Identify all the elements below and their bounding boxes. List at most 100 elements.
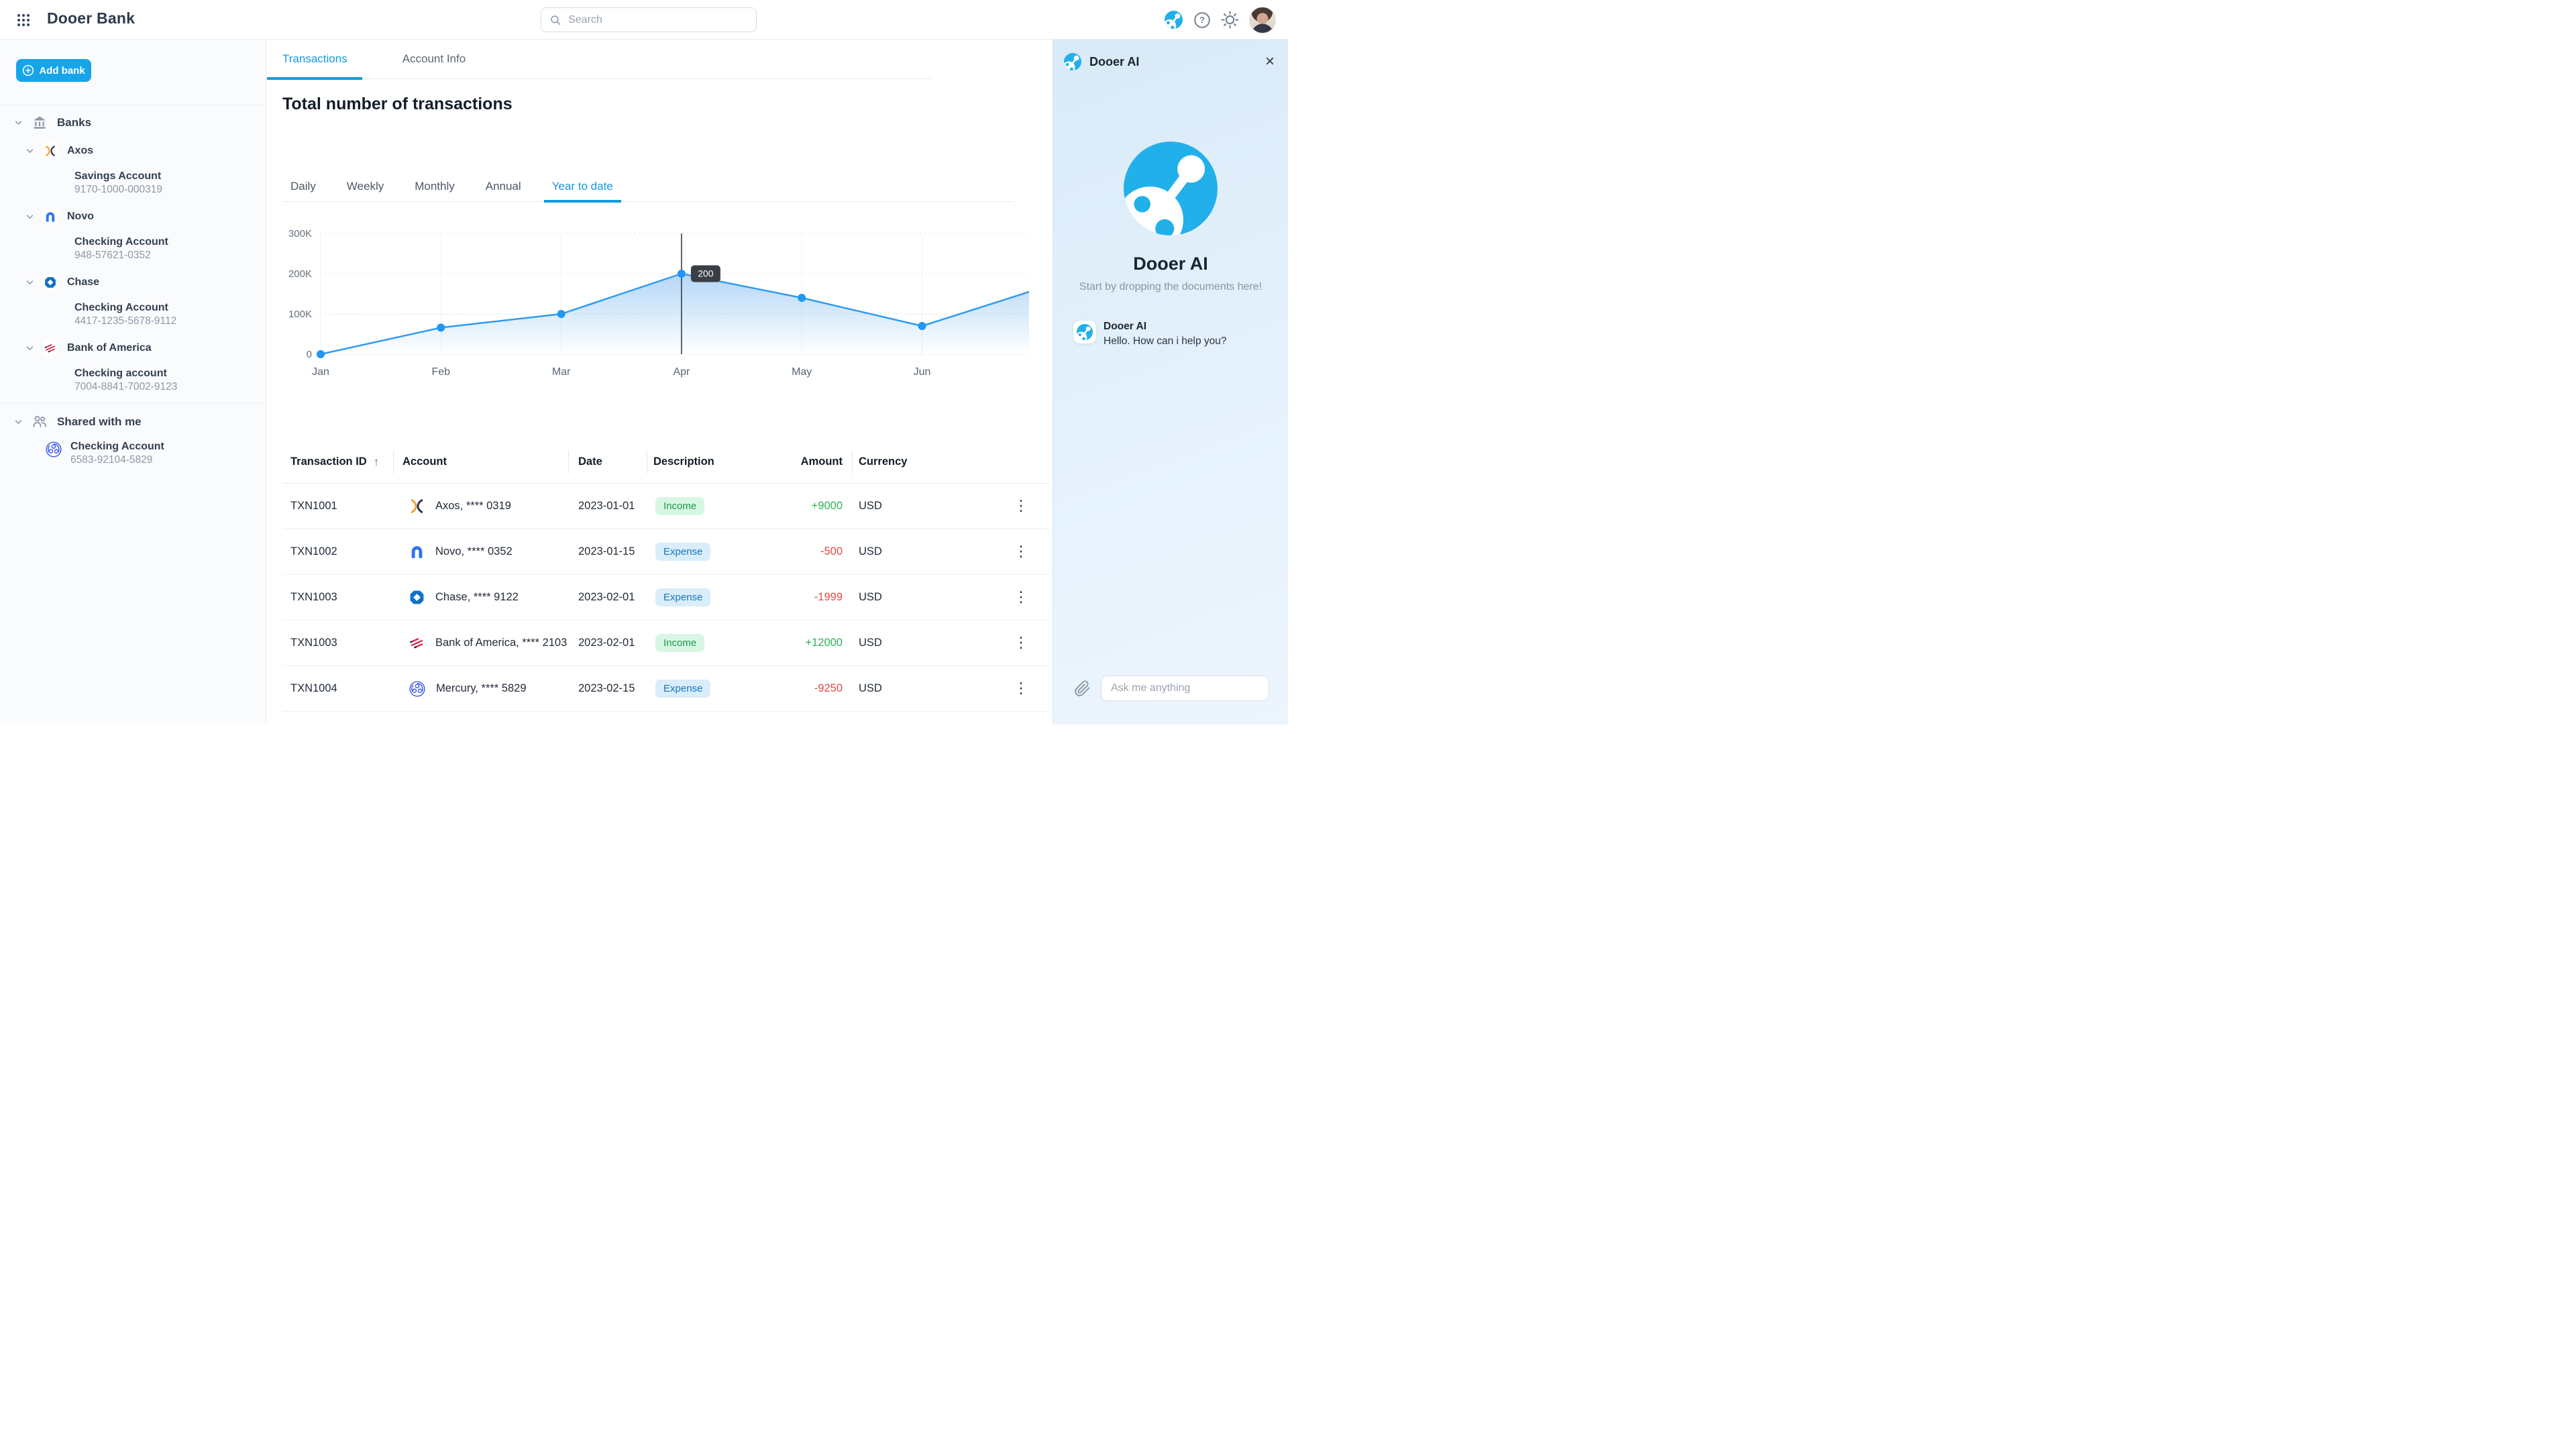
period-tab-daily[interactable]: Daily (282, 171, 324, 201)
sidebar-account-bofa-checking[interactable]: Checking account 7004-8841-7002-9123 (74, 368, 266, 393)
bank-name: Bank of America (67, 342, 152, 354)
column-header-transaction-id[interactable]: Transaction ID ↑ (282, 441, 393, 483)
tab-transactions[interactable]: Transactions (267, 40, 362, 80)
period-tab-weekly[interactable]: Weekly (339, 171, 392, 201)
sidebar-account-shared-mercury[interactable]: Checking Account 6583-92104-5829 (45, 441, 266, 466)
expense-badge: Expense (655, 543, 711, 561)
period-tab-label: Weekly (346, 179, 384, 193)
ai-input-bar (1053, 668, 1288, 708)
column-header-amount[interactable]: Amount (774, 441, 852, 483)
attachment-paperclip-icon[interactable] (1074, 680, 1091, 697)
account-cell: Bank of America, **** 2103 (435, 637, 568, 649)
ai-panel-title: Dooer AI (1089, 54, 1140, 68)
chevron-down-icon[interactable] (14, 419, 22, 426)
area-chart: 200 0 100K 200K 300K Jan Feb Mar Apr May Jun (288, 228, 1030, 378)
svg-text:Feb: Feb (432, 366, 451, 378)
close-icon[interactable]: × (1265, 52, 1275, 70)
bank-of-america-logo-icon (410, 638, 423, 649)
chevron-down-icon[interactable] (25, 345, 34, 352)
svg-text:200K: 200K (288, 268, 312, 280)
transaction-id-cell: TXN1003 (290, 591, 337, 603)
income-badge: Income (655, 634, 705, 652)
column-header-description[interactable]: Description (647, 441, 774, 483)
apps-grid-icon[interactable] (13, 10, 34, 30)
expense-badge: Expense (655, 588, 711, 606)
tab-label: Account Info (402, 52, 466, 65)
period-tab-annual[interactable]: Annual (478, 171, 529, 201)
table-row[interactable]: TXN1002 Novo, **** 0352 2023-01-15 Expen… (282, 529, 1050, 575)
sidebar-account-novo-checking[interactable]: Checking Account 948-57621-0352 (74, 236, 266, 262)
tab-label: Transactions (282, 52, 347, 65)
column-header-account[interactable]: Account (393, 441, 568, 483)
add-bank-button[interactable]: Add bank (16, 59, 91, 82)
settings-gear-icon[interactable] (1221, 11, 1239, 29)
table-row[interactable]: TXN1003 Bank of America, **** 2103 2023-… (282, 621, 1050, 666)
axos-logo-icon (411, 499, 423, 513)
column-label: Transaction ID (290, 455, 367, 468)
period-tab-monthly[interactable]: Monthly (407, 171, 463, 201)
row-menu-icon[interactable]: ⋮ (1014, 634, 1028, 651)
table-row[interactable]: TXN1001 Axos, **** 0319 2023-01-01 Incom… (282, 484, 1050, 529)
help-icon[interactable]: ? (1193, 11, 1211, 29)
user-avatar[interactable] (1249, 6, 1276, 34)
sidebar-account-axos-savings[interactable]: Savings Account 9170-1000-000319 (74, 170, 266, 196)
search-input[interactable] (568, 13, 748, 26)
row-menu-icon[interactable]: ⋮ (1014, 543, 1028, 559)
sidebar-section-shared[interactable]: Shared with me (0, 409, 266, 435)
novo-logo-icon (42, 208, 59, 225)
global-search[interactable] (541, 7, 757, 32)
row-menu-icon[interactable]: ⋮ (1014, 497, 1028, 514)
account-cell: Chase, **** 9122 (435, 591, 519, 603)
date-cell: 2023-01-01 (578, 500, 635, 512)
chevron-down-icon[interactable] (25, 213, 34, 221)
account-number: 948-57621-0352 (74, 250, 151, 261)
table-row[interactable]: TXN1004 Mercury, **** 5829 (282, 666, 1050, 712)
chevron-down-icon[interactable] (25, 279, 34, 286)
currency-cell: USD (859, 500, 882, 512)
svg-text:0: 0 (307, 349, 312, 360)
dooer-ai-toggle-icon[interactable] (1165, 11, 1183, 29)
period-tab-label: Year to date (551, 179, 613, 193)
ai-chat-message: Dooer AI Hello. How can i help you? (1073, 321, 1227, 347)
sort-ascending-icon[interactable]: ↑ (373, 455, 380, 468)
expense-badge: Expense (655, 680, 711, 698)
period-tab-label: Monthly (415, 179, 455, 193)
sidebar-divider (0, 402, 266, 403)
column-header-currency[interactable]: Currency (852, 441, 908, 483)
row-menu-icon[interactable]: ⋮ (1014, 588, 1028, 605)
currency-cell: USD (859, 682, 882, 694)
svg-text:?: ? (1199, 15, 1204, 25)
ask-me-anything-input[interactable] (1101, 676, 1269, 701)
sidebar-section-banks[interactable]: Banks (0, 109, 266, 136)
column-label: Description (653, 455, 714, 468)
sidebar-bank-chase[interactable]: Chase (0, 268, 266, 297)
table-row[interactable]: TXN1003 Chase, **** 9122 2023-02-01 Expe… (282, 575, 1050, 621)
account-cell: Novo, **** 0352 (435, 545, 513, 557)
period-tab-year-to-date[interactable]: Year to date (543, 171, 621, 203)
chevron-down-icon[interactable] (25, 148, 34, 155)
transaction-id-cell: TXN1001 (290, 500, 337, 512)
mercury-logo-icon (409, 680, 425, 697)
transactions-chart[interactable]: 200 0 100K 200K 300K Jan Feb Mar Apr May Jun (282, 227, 1051, 392)
sidebar-bank-novo[interactable]: Novo (0, 202, 266, 231)
bank-of-america-logo-icon (42, 339, 59, 357)
banks-tree: Banks Axos Savings Account 9170-1000-000… (0, 105, 266, 466)
main-content: Transactions Account Info Total number o… (267, 40, 1053, 724)
chevron-down-icon[interactable] (14, 119, 22, 127)
svg-text:Jun: Jun (914, 366, 931, 378)
transactions-table: Transaction ID ↑ Account Date Descriptio… (282, 441, 1050, 712)
account-number: 6583-92104-5829 (70, 454, 153, 466)
sidebar-bank-bofa[interactable]: Bank of America (0, 333, 266, 363)
sidebar: Add bank Banks (0, 40, 266, 724)
currency-cell: USD (859, 637, 882, 649)
tab-account-info[interactable]: Account Info (387, 40, 481, 78)
column-header-date[interactable]: Date (568, 441, 647, 483)
account-name: Checking Account (70, 441, 164, 452)
column-label: Currency (859, 455, 908, 468)
sidebar-bank-axos[interactable]: Axos (0, 136, 266, 166)
ai-hero: Dooer AI Start by dropping the documents… (1053, 142, 1288, 293)
date-cell: 2023-02-01 (578, 637, 635, 649)
amount-cell: -500 (820, 545, 843, 557)
row-menu-icon[interactable]: ⋮ (1014, 680, 1028, 696)
sidebar-account-chase-checking[interactable]: Checking Account 4417-1235-5678-9112 (74, 302, 266, 327)
